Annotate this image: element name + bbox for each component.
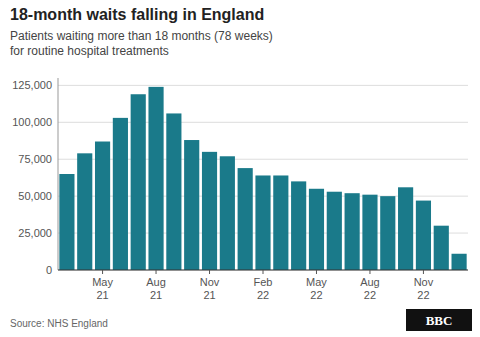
y-tick-label: 125,000	[12, 79, 52, 91]
x-tick	[156, 270, 157, 274]
y-axis: 0 25,000 50,000 75,000 100,000 125,000	[12, 78, 468, 276]
text-line: Nov	[200, 276, 220, 288]
x-tick-label: Aug21	[146, 276, 166, 301]
text-line: 22	[257, 289, 269, 301]
text-line: 22	[364, 289, 376, 301]
text-line: Patients waiting more than 18 months (78…	[10, 29, 273, 43]
bar	[273, 175, 288, 270]
title: 18-month waits falling in England	[10, 6, 264, 23]
text-line: 21	[150, 289, 162, 301]
bar	[255, 175, 270, 270]
bar	[59, 174, 74, 270]
bar	[148, 87, 163, 270]
bar	[220, 156, 235, 270]
text-line: 21	[203, 289, 215, 301]
logo-text: BBC	[426, 313, 453, 328]
x-axis: May21Aug21Nov21Feb22May22Aug22Nov22	[58, 270, 468, 301]
bar	[166, 113, 181, 270]
subtitle: Patients waiting more than 18 months (78…	[10, 29, 273, 58]
bar	[238, 168, 253, 270]
text-line: for routine hospital treatments	[10, 44, 169, 58]
logo-box	[406, 309, 472, 331]
grid-line	[58, 85, 468, 86]
y-tick-label: 75,000	[18, 153, 52, 165]
x-tick-label: Nov21	[200, 276, 220, 301]
bar	[291, 181, 306, 270]
bar	[131, 94, 146, 270]
x-tick-label: May21	[92, 276, 113, 301]
bar	[452, 254, 467, 270]
y-tick-label: 0	[46, 264, 52, 276]
bar	[327, 192, 342, 270]
bar	[416, 201, 431, 270]
source: Source: NHS England	[10, 318, 108, 329]
text-line: 21	[96, 289, 108, 301]
bar	[202, 152, 217, 270]
bar	[113, 118, 128, 270]
bar	[398, 187, 413, 270]
x-tick-label: Feb22	[254, 276, 273, 301]
text-line: Nov	[414, 276, 434, 288]
text-line: Feb	[254, 276, 273, 288]
bar	[362, 195, 377, 270]
y-tick-label: 100,000	[12, 116, 52, 128]
x-tick	[369, 270, 370, 274]
y-axis-line	[58, 78, 59, 270]
bar	[77, 153, 92, 270]
x-tick	[263, 270, 264, 274]
x-tick	[209, 270, 210, 274]
bar	[380, 196, 395, 270]
bar	[184, 140, 199, 270]
logo: BBC	[406, 309, 472, 331]
y-tick-label: 50,000	[18, 190, 52, 202]
chart-container: 18-month waits falling in England Patient…	[0, 0, 480, 337]
x-tick-label: May22	[306, 276, 327, 301]
text-line: Aug	[146, 276, 166, 288]
bar	[95, 142, 110, 270]
chart-svg: 18-month waits falling in England Patient…	[0, 0, 480, 337]
y-tick-label: 25,000	[18, 227, 52, 239]
bars	[59, 87, 466, 270]
text-line: 22	[310, 289, 322, 301]
x-tick	[423, 270, 424, 274]
text-line: May	[92, 276, 113, 288]
bar	[434, 226, 449, 270]
text-line: 22	[417, 289, 429, 301]
text-line: May	[306, 276, 327, 288]
x-tick	[316, 270, 317, 274]
x-tick	[102, 270, 103, 274]
x-tick-label: Nov22	[414, 276, 434, 301]
x-tick-label: Aug22	[360, 276, 380, 301]
bar	[345, 193, 360, 270]
text-line: Aug	[360, 276, 380, 288]
bar	[309, 189, 324, 270]
